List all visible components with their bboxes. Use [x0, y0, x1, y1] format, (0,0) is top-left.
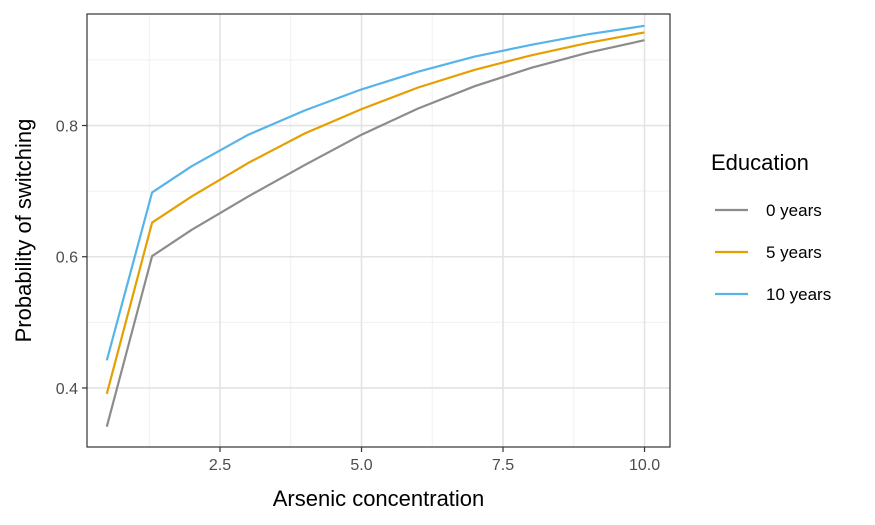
legend-label-10-years: 10 years — [766, 285, 831, 304]
legend: Education 0 years 5 years 10 years — [711, 150, 831, 304]
grid-layer — [87, 14, 670, 447]
legend-title: Education — [711, 150, 809, 175]
axis-layer: 2.5 5.0 7.5 10.0 0.4 0.6 0.8 — [56, 119, 660, 474]
legend-items: 0 years 5 years 10 years — [715, 201, 831, 304]
series-line-5-years — [105, 31, 645, 395]
y-tick-label: 0.6 — [56, 250, 78, 267]
x-tick-label: 7.5 — [492, 457, 514, 474]
y-axis-title: Probability of switching — [11, 119, 36, 343]
y-tick-label: 0.8 — [56, 119, 78, 136]
series-line-0-years — [105, 39, 645, 427]
legend-label-5-years: 5 years — [766, 243, 822, 262]
x-axis-title: Arsenic concentration — [273, 486, 485, 511]
x-tick-label: 2.5 — [209, 457, 231, 474]
x-tick-label: 5.0 — [350, 457, 372, 474]
series-layer — [105, 24, 645, 427]
series-line-10-years — [105, 24, 645, 361]
panel-border — [86, 13, 671, 448]
y-tick-label: 0.4 — [56, 381, 78, 398]
x-tick-label: 10.0 — [629, 457, 660, 474]
legend-label-0-years: 0 years — [766, 201, 822, 220]
